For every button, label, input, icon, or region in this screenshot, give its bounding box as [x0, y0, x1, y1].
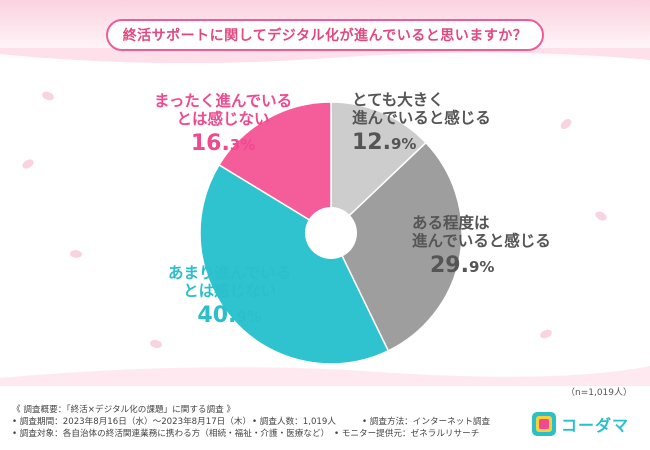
label-notatall-line2: とは感じない [176, 109, 270, 128]
label-notatall: まったく進んでいる とは感じない 16.3% [154, 92, 293, 156]
label-notatall-line1: まったく進んでいる [154, 92, 293, 110]
slice-very [330, 101, 427, 235]
label-some: ある程度は 進んでいると感じる 29.9% [412, 214, 551, 278]
footer-provider: • モニター提供元：ゼネラルリサーチ [334, 429, 480, 439]
pct-notatall: 16.3% [190, 130, 256, 156]
question-banner: 終活サポートに関してデジタル化が進んでいると思いますか？ [106, 19, 544, 51]
slice-notmuch [199, 163, 390, 365]
label-notmuch-line2: とは感じない [183, 281, 277, 300]
label-some-line1: ある程度は [412, 214, 490, 232]
pct-some: 29.9% [430, 252, 495, 278]
slice-notatall [218, 101, 332, 235]
pct-very: 12.9% [352, 129, 417, 155]
footer-target: • 調査対象：各自治体の終活関連業務に携わる方（相続・福祉・介護・医療など） [12, 429, 330, 439]
label-notmuch-line1: あまり進んでいる [168, 264, 292, 282]
footer-overview: 《 調査概要：「終活×デジタル化の課題」に関する調査 》 [12, 405, 236, 415]
header-wave [0, 48, 650, 64]
donut-hole [305, 207, 357, 259]
brand-logo: コーダマ [532, 409, 640, 439]
footer-count: • 調査人数：1,019人 [252, 417, 336, 427]
question-text: 終活サポートに関してデジタル化が進んでいると思いますか？ [122, 28, 528, 44]
survey-footer: 《 調査概要：「終活×デジタル化の課題」に関する調査 》 • 調査期間：2023… [12, 404, 532, 440]
logo-mark-icon [532, 412, 556, 436]
label-very-line1: とても大きく [352, 91, 444, 109]
logo-text: コーダマ [561, 416, 630, 435]
label-very-line2: 進んでいると感じる [352, 108, 491, 127]
label-some-line2: 進んでいると感じる [412, 231, 551, 250]
footer-method: • 調査方法：インターネット調査 [362, 417, 491, 427]
pct-notmuch: 40.9% [197, 302, 262, 328]
footer-period: • 調査期間：2023年8月16日（水）〜2023年8月17日（木） [12, 417, 252, 427]
label-notmuch: あまり進んでいる とは感じない 40.9% [168, 264, 292, 328]
sample-size-note: （n=1,019人） [565, 388, 632, 398]
label-very: とても大きく 進んでいると感じる 12.9% [352, 91, 491, 155]
bottom-wave [0, 366, 650, 386]
